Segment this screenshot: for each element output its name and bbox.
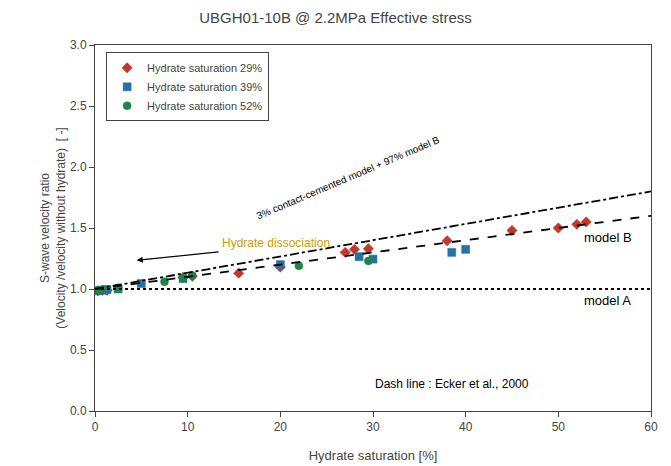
svg-text:UBGH01-10B @ 2.2MPa Effective: UBGH01-10B @ 2.2MPa Effective stress xyxy=(199,9,472,26)
svg-text:Hydrate dissociation: Hydrate dissociation xyxy=(222,236,330,250)
svg-text:0: 0 xyxy=(92,420,99,434)
svg-text:10: 10 xyxy=(181,420,195,434)
svg-text:3.0: 3.0 xyxy=(70,38,87,52)
svg-text:2.5: 2.5 xyxy=(70,99,87,113)
svg-text:50: 50 xyxy=(552,420,566,434)
svg-text:2.0: 2.0 xyxy=(70,160,87,174)
svg-text:1.5: 1.5 xyxy=(70,221,87,235)
svg-text:Dash line : Ecker et al., 2000: Dash line : Ecker et al., 2000 xyxy=(375,377,529,391)
svg-text:40: 40 xyxy=(459,420,473,434)
svg-text:Hydrate saturation [%]: Hydrate saturation [%] xyxy=(309,448,438,463)
svg-text:3% contact-cemented model + 97: 3% contact-cemented model + 97% model B xyxy=(255,134,442,221)
svg-text:Hydrate saturation 52%: Hydrate saturation 52% xyxy=(147,100,262,112)
svg-text:Hydrate saturation 39%: Hydrate saturation 39% xyxy=(147,81,262,93)
svg-text:model B: model B xyxy=(584,230,632,245)
svg-text:20: 20 xyxy=(274,420,288,434)
svg-text:30: 30 xyxy=(366,420,380,434)
svg-text:model A: model A xyxy=(584,293,631,308)
svg-text:60: 60 xyxy=(644,420,658,434)
svg-text:0.0: 0.0 xyxy=(70,404,87,418)
svg-text:1.0: 1.0 xyxy=(70,282,87,296)
svg-text:0.5: 0.5 xyxy=(70,343,87,357)
svg-text:S-wave velocity ratio(Velocity: S-wave velocity ratio(Velocity /velocity… xyxy=(38,127,68,328)
svg-text:Hydrate saturation 29%: Hydrate saturation 29% xyxy=(147,62,262,74)
